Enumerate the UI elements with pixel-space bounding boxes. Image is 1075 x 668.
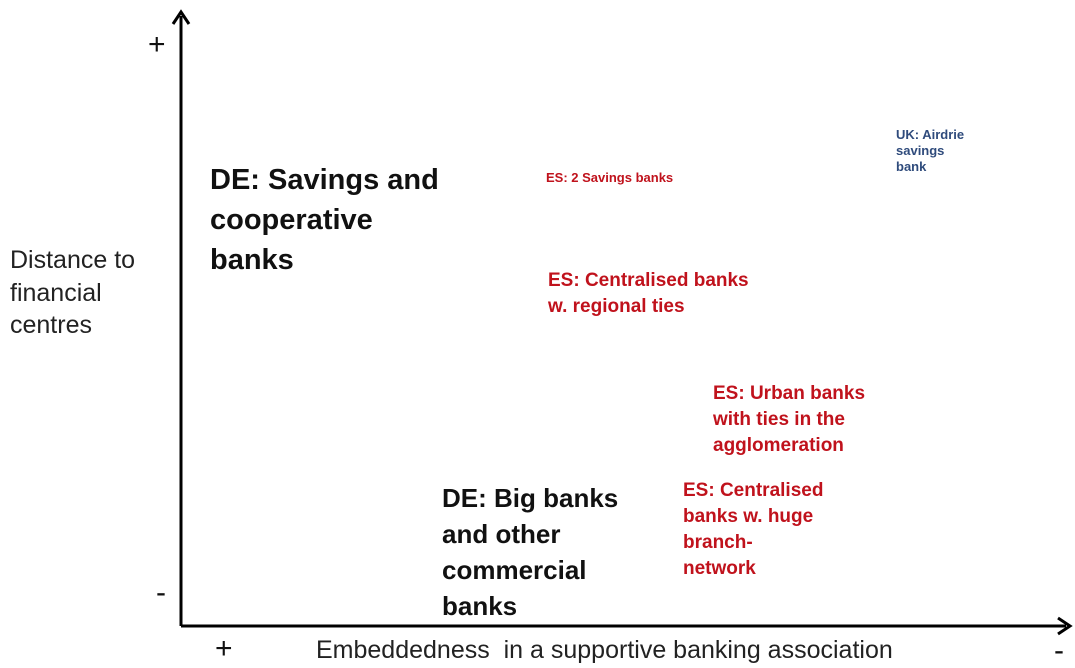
label-es-centralised-regional: ES: Centralised banks w. regional ties bbox=[548, 270, 749, 317]
x-axis-title: Embeddedness in a supportive banking ass… bbox=[316, 636, 893, 664]
label-de-big-banks: DE: Big banks and other commercial banks bbox=[442, 483, 619, 621]
label-es-centralised-branch: ES: Centralised banks w. huge branch- ne… bbox=[683, 480, 824, 579]
y-axis-title: Distance to financial centres bbox=[10, 246, 136, 339]
label-de-savings-cooperative: DE: Savings and cooperative banks bbox=[210, 164, 439, 276]
label-es-savings: ES: 2 Savings banks bbox=[546, 170, 674, 185]
y-axis-bottom-sign: - bbox=[156, 576, 166, 609]
y-axis-arrowhead bbox=[171, 9, 191, 25]
x-axis-arrowhead bbox=[1057, 616, 1073, 636]
x-axis-left-sign: + bbox=[215, 632, 233, 665]
label-uk-airdrie: UK: Airdrie savings bank bbox=[896, 127, 965, 174]
label-es-urban: ES: Urban banks with ties in the agglome… bbox=[713, 383, 866, 456]
y-axis-top-sign: + bbox=[148, 28, 166, 61]
x-axis-right-sign: - bbox=[1054, 634, 1064, 667]
